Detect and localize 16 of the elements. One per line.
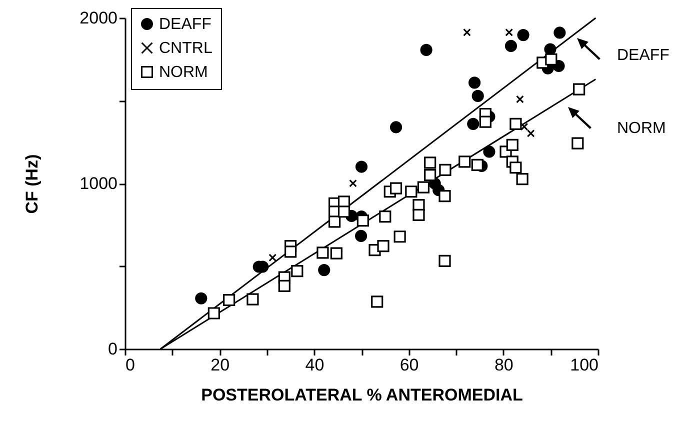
y-tick-label: 1000 xyxy=(80,174,118,193)
x-tick-label: 0 xyxy=(126,356,135,374)
y-tick-label: 0 xyxy=(108,340,118,358)
legend-label: NORM xyxy=(159,64,208,81)
legend-label: CNTRL xyxy=(159,40,212,57)
x-tick-label: 20 xyxy=(210,356,230,374)
x-tick-label: 100 xyxy=(570,356,598,374)
x-tick-label: 40 xyxy=(305,356,324,374)
y-tick-label: 2000 xyxy=(80,8,118,28)
x-tick-label: 60 xyxy=(400,356,419,374)
legend-label: DEAFF xyxy=(159,16,212,33)
x-tick-label: 80 xyxy=(494,356,514,374)
text: NORM xyxy=(617,120,666,137)
x-axis-title: POSTEROLATERAL % ANTEROMEDIAL xyxy=(201,386,523,404)
text: DEAFF xyxy=(617,47,670,64)
y-axis-title: CF (Hz) xyxy=(22,154,42,214)
